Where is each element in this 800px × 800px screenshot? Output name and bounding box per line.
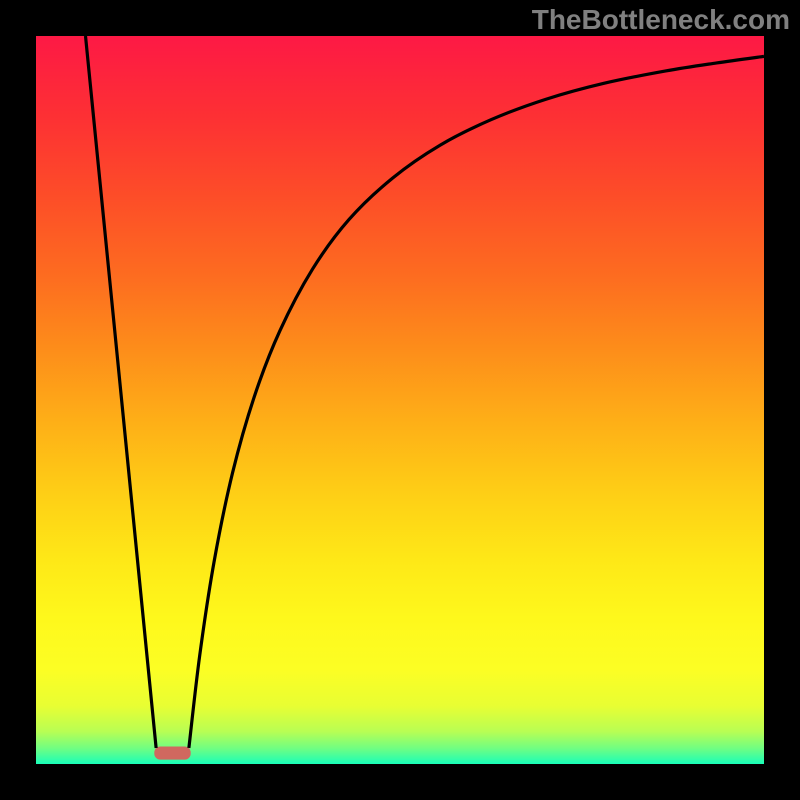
bottleneck-chart	[0, 0, 800, 800]
bottleneck-marker	[154, 747, 190, 760]
watermark-text: TheBottleneck.com	[532, 4, 790, 36]
plot-area	[36, 36, 764, 764]
chart-container: TheBottleneck.com	[0, 0, 800, 800]
